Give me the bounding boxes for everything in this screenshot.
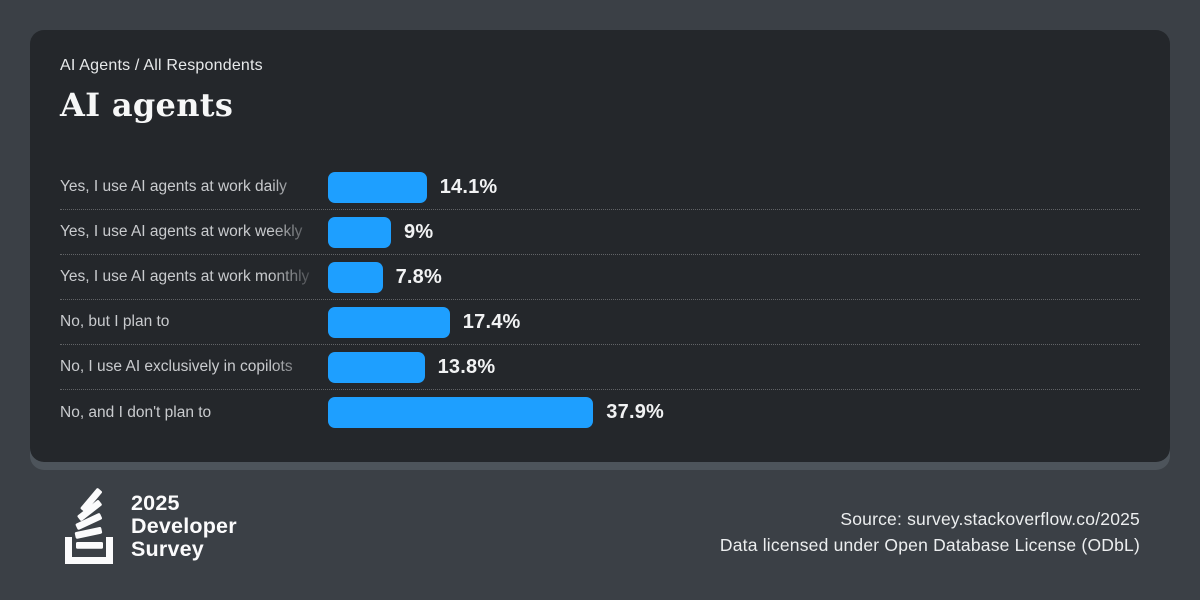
category-label: No, but I plan to xyxy=(60,313,170,330)
category-label: No, I use AI exclusively in copilots xyxy=(60,358,293,375)
brand-line-survey: Survey xyxy=(131,537,204,561)
value-label: 9% xyxy=(404,220,434,243)
category-label: No, and I don't plan to xyxy=(60,403,212,421)
chart-row: No, but I plan to 17.4% xyxy=(60,300,1140,345)
value-label: 17.4% xyxy=(462,310,521,333)
bar[interactable] xyxy=(328,397,594,428)
value-label: 13.8% xyxy=(437,355,496,378)
category-label: Yes, I use AI agents at work daily xyxy=(60,178,287,195)
bar[interactable] xyxy=(328,351,425,383)
chart-row: Yes, I use AI agents at work weekly 9% xyxy=(60,210,1140,255)
bar[interactable] xyxy=(328,171,427,203)
value-label: 14.1% xyxy=(439,175,498,198)
page-title: AI agents xyxy=(60,86,234,124)
footer: 2025 Developer Survey Source: survey.sta… xyxy=(58,488,1140,566)
category-label: Yes, I use AI agents at work monthly xyxy=(60,268,310,285)
brand-line-year: 2025 xyxy=(131,491,180,515)
brand: 2025 Developer Survey xyxy=(58,488,237,566)
bar-chart: Yes, I use AI agents at work daily 14.1%… xyxy=(60,165,1140,435)
source-line: Source: survey.stackoverflow.co/2025 xyxy=(840,509,1140,529)
breadcrumb: AI Agents / All Respondents xyxy=(60,57,263,74)
brand-line-developer: Developer xyxy=(131,514,237,538)
bar[interactable] xyxy=(328,306,450,338)
source-attribution: Source: survey.stackoverflow.co/2025 Dat… xyxy=(720,506,1140,559)
chart-row: No, and I don't plan to 37.9% xyxy=(60,390,1140,435)
chart-row: Yes, I use AI agents at work daily 14.1% xyxy=(60,165,1140,210)
brand-text: 2025 Developer Survey xyxy=(131,491,237,566)
bar[interactable] xyxy=(328,261,383,293)
chart-card: AI Agents / All Respondents AI agents Ye… xyxy=(30,30,1170,462)
chart-row: No, I use AI exclusively in copilots 13.… xyxy=(60,345,1140,390)
bar[interactable] xyxy=(328,216,391,248)
stackoverflow-icon xyxy=(65,488,113,564)
value-label: 7.8% xyxy=(395,265,442,288)
chart-row: Yes, I use AI agents at work monthly 7.8… xyxy=(60,255,1140,300)
value-label: 37.9% xyxy=(606,401,665,423)
license-line: Data licensed under Open Database Licens… xyxy=(719,535,1140,556)
category-label: Yes, I use AI agents at work weekly xyxy=(60,223,303,240)
